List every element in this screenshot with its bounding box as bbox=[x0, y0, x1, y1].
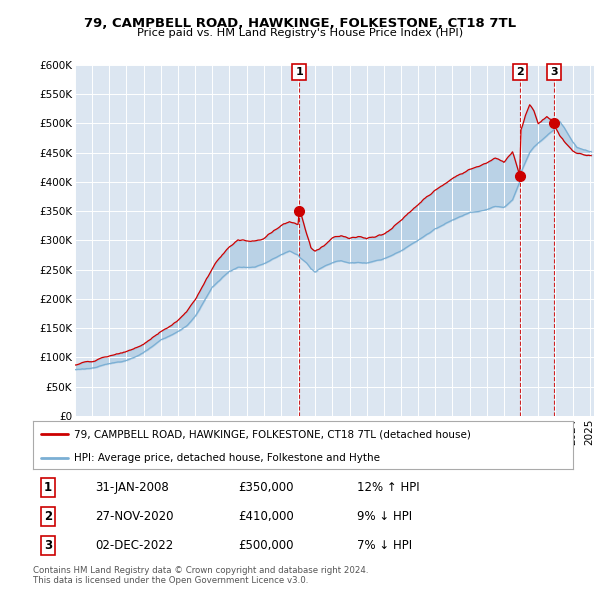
Text: 2: 2 bbox=[44, 510, 52, 523]
Text: 27-NOV-2020: 27-NOV-2020 bbox=[95, 510, 173, 523]
Text: 2: 2 bbox=[516, 67, 524, 77]
Text: 79, CAMPBELL ROAD, HAWKINGE, FOLKESTONE, CT18 7TL: 79, CAMPBELL ROAD, HAWKINGE, FOLKESTONE,… bbox=[84, 17, 516, 30]
Text: Price paid vs. HM Land Registry's House Price Index (HPI): Price paid vs. HM Land Registry's House … bbox=[137, 28, 463, 38]
Text: Contains HM Land Registry data © Crown copyright and database right 2024.: Contains HM Land Registry data © Crown c… bbox=[33, 566, 368, 575]
Text: 3: 3 bbox=[44, 539, 52, 552]
Text: 1: 1 bbox=[44, 481, 52, 494]
Text: 9% ↓ HPI: 9% ↓ HPI bbox=[357, 510, 412, 523]
Text: 3: 3 bbox=[550, 67, 558, 77]
Text: 1: 1 bbox=[296, 67, 303, 77]
Text: This data is licensed under the Open Government Licence v3.0.: This data is licensed under the Open Gov… bbox=[33, 576, 308, 585]
Text: £500,000: £500,000 bbox=[238, 539, 294, 552]
Text: HPI: Average price, detached house, Folkestone and Hythe: HPI: Average price, detached house, Folk… bbox=[74, 453, 380, 463]
Text: 31-JAN-2008: 31-JAN-2008 bbox=[95, 481, 169, 494]
Text: £350,000: £350,000 bbox=[238, 481, 294, 494]
Text: 12% ↑ HPI: 12% ↑ HPI bbox=[357, 481, 419, 494]
Text: £410,000: £410,000 bbox=[238, 510, 294, 523]
Text: 7% ↓ HPI: 7% ↓ HPI bbox=[357, 539, 412, 552]
Text: 79, CAMPBELL ROAD, HAWKINGE, FOLKESTONE, CT18 7TL (detached house): 79, CAMPBELL ROAD, HAWKINGE, FOLKESTONE,… bbox=[74, 429, 470, 439]
Text: 02-DEC-2022: 02-DEC-2022 bbox=[95, 539, 173, 552]
